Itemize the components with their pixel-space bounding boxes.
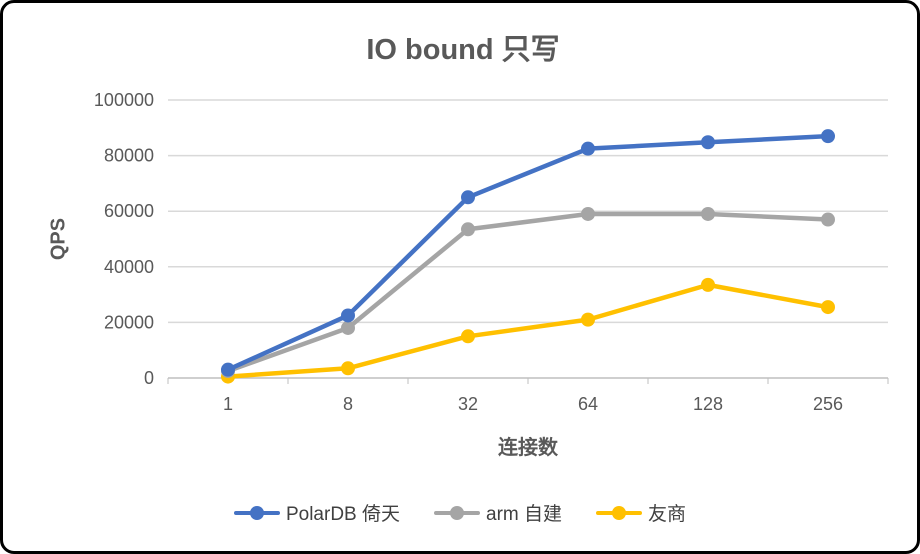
y-tick-label: 80000 bbox=[104, 146, 154, 166]
legend-line-marker-icon bbox=[233, 505, 280, 520]
legend-line-marker-icon bbox=[434, 505, 480, 520]
legend-label: 友商 bbox=[648, 504, 687, 525]
data-point-marker bbox=[581, 206, 595, 221]
data-point-marker bbox=[701, 277, 715, 292]
legend-item-youshang: 友商 bbox=[596, 499, 686, 526]
data-point-marker bbox=[461, 222, 475, 237]
data-point-marker bbox=[581, 141, 595, 156]
data-point-marker bbox=[701, 206, 715, 221]
series-line bbox=[225, 133, 831, 372]
y-tick-label: 100000 bbox=[94, 90, 154, 110]
legend-item-polardb: PolarDB 倚天 bbox=[233, 499, 400, 526]
series-line bbox=[225, 211, 831, 374]
data-point-marker bbox=[821, 129, 835, 144]
data-point-marker bbox=[341, 320, 355, 335]
y-tick-label: 40000 bbox=[104, 257, 154, 277]
data-point-marker bbox=[581, 312, 595, 327]
series-line bbox=[225, 282, 831, 379]
legend-line-marker-icon bbox=[596, 505, 643, 520]
data-point-marker bbox=[461, 329, 475, 344]
x-tick-label: 256 bbox=[813, 394, 843, 414]
y-tick-label: 0 bbox=[144, 368, 154, 388]
chart-title: IO bound 只写 bbox=[366, 34, 560, 66]
x-tick-label: 1 bbox=[223, 394, 233, 414]
data-point-marker bbox=[821, 300, 835, 315]
data-point-marker bbox=[461, 190, 475, 205]
chart-legend: PolarDB 倚天 arm 自建 友商 bbox=[3, 499, 917, 526]
y-tick-label: 60000 bbox=[104, 201, 154, 221]
y-tick-label: 20000 bbox=[104, 312, 154, 332]
legend-label: arm 自建 bbox=[486, 504, 563, 525]
legend-label: PolarDB 倚天 bbox=[285, 504, 400, 525]
data-point-marker bbox=[341, 361, 355, 376]
data-point-marker bbox=[341, 308, 355, 323]
legend-item-arm: arm 自建 bbox=[434, 499, 562, 526]
x-axis-title: 连接数 bbox=[498, 437, 558, 459]
x-tick-label: 32 bbox=[458, 394, 478, 414]
data-point-marker bbox=[221, 362, 235, 377]
x-tick-label: 128 bbox=[693, 394, 723, 414]
data-point-marker bbox=[701, 135, 715, 150]
data-point-marker bbox=[821, 212, 835, 227]
chart-canvas: 0 20000 40000 60000 80000 100000 1 8 32 64 128 256 bbox=[94, 90, 889, 414]
x-tick-label: 64 bbox=[578, 394, 598, 414]
x-tick-label: 8 bbox=[343, 394, 353, 414]
